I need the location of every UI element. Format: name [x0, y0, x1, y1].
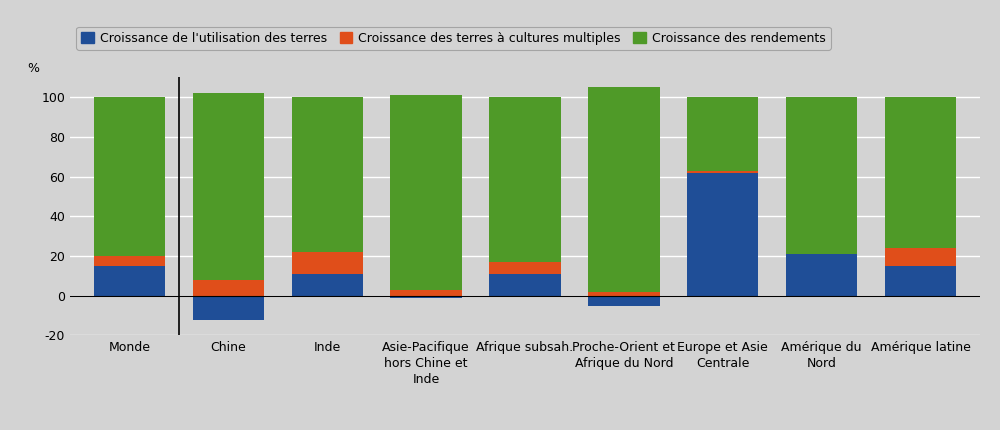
Bar	[390, 296, 462, 298]
Bar	[687, 97, 758, 171]
Bar	[786, 97, 857, 254]
Bar	[489, 262, 561, 274]
Bar	[292, 274, 363, 296]
Bar	[588, 296, 660, 306]
Bar	[588, 292, 660, 296]
Legend: Croissance de l'utilisation des terres, Croissance des terres à cultures multipl: Croissance de l'utilisation des terres, …	[76, 27, 831, 50]
Bar	[885, 248, 956, 266]
Bar	[588, 87, 660, 292]
Bar	[390, 290, 462, 296]
Bar	[193, 93, 264, 280]
Bar	[94, 256, 165, 266]
Bar	[786, 254, 857, 296]
Bar	[687, 171, 758, 173]
Bar	[94, 97, 165, 256]
Bar	[489, 97, 561, 262]
Y-axis label: %: %	[28, 62, 40, 75]
Bar	[94, 266, 165, 296]
Bar	[687, 173, 758, 296]
Bar	[489, 274, 561, 296]
Bar	[292, 97, 363, 252]
Bar	[193, 296, 264, 319]
Bar	[193, 280, 264, 296]
Bar	[885, 266, 956, 296]
Bar	[390, 95, 462, 290]
Bar	[292, 252, 363, 274]
Bar	[885, 97, 956, 248]
